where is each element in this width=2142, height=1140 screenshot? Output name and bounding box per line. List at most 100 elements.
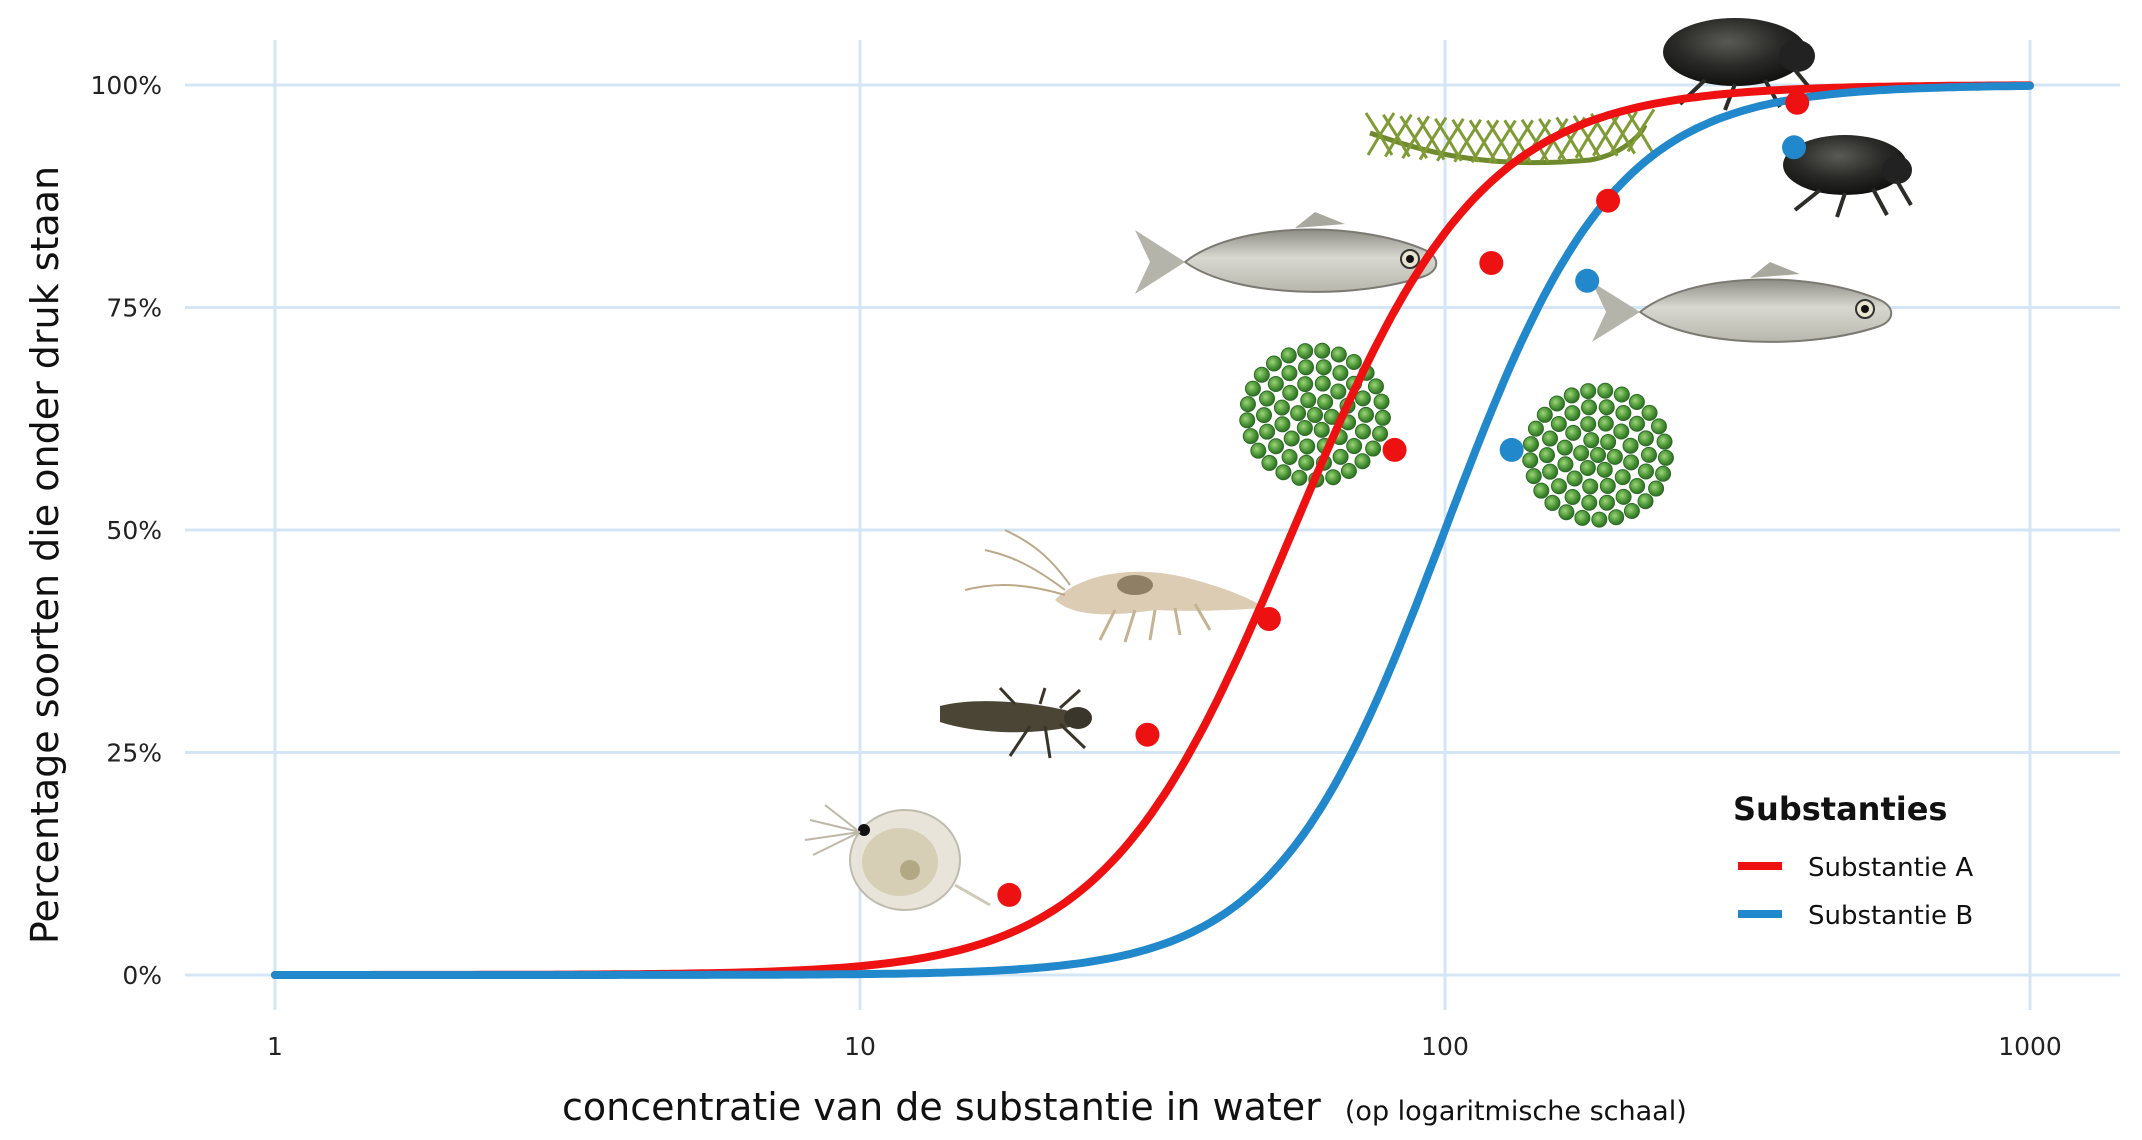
- series-line-b: [271, 81, 2034, 979]
- y-tick-label: 100%: [91, 71, 162, 100]
- alga-cell: [1581, 494, 1598, 511]
- alga-cell: [1357, 406, 1374, 423]
- alga-cell: [1340, 462, 1357, 479]
- leaf: [1434, 118, 1465, 162]
- alga-cell: [1314, 375, 1331, 392]
- leaf: [1468, 119, 1500, 164]
- alga-cell: [1580, 383, 1597, 400]
- alga-cell: [1527, 420, 1544, 437]
- alga-cell: [1556, 439, 1573, 456]
- alga-cell: [1261, 454, 1278, 471]
- data-point-a: [1256, 607, 1281, 631]
- alga-cell: [1297, 376, 1314, 393]
- alga-cell: [1591, 511, 1608, 528]
- alga-cell: [1365, 440, 1382, 457]
- x-axis-title-note: (op logaritmische schaal): [1345, 1096, 1687, 1127]
- alga-cell: [1655, 465, 1672, 482]
- alga-cell: [1314, 342, 1331, 359]
- alga-cell: [1590, 447, 1606, 463]
- alga-cell: [1597, 415, 1614, 432]
- alga-cell: [1373, 393, 1390, 410]
- legend-label-b: Substantie B: [1808, 901, 1973, 931]
- alga-cell: [1550, 415, 1567, 432]
- alga-cell: [1573, 445, 1590, 462]
- alga-cell: [1628, 415, 1645, 432]
- x-tick-label: 10: [844, 1032, 876, 1061]
- water-flea-image: [804, 804, 991, 911]
- alga-cell: [1307, 407, 1323, 423]
- organism-illustrations: [804, 18, 1913, 911]
- data-point-a: [1135, 722, 1160, 747]
- alga-cell: [1606, 448, 1623, 465]
- leaf: [1607, 110, 1638, 155]
- alga-cell: [1544, 494, 1561, 511]
- alga-cell: [1615, 404, 1632, 421]
- alga-cell: [1600, 434, 1617, 451]
- leaf: [1520, 118, 1552, 163]
- alga-cell: [1548, 395, 1565, 412]
- alga-cell: [1283, 430, 1300, 447]
- alga-cell: [1599, 477, 1616, 494]
- alga-cell: [1583, 432, 1600, 449]
- alga-cell: [1354, 453, 1371, 470]
- shrimp-image: [964, 529, 1265, 643]
- grid: [185, 40, 2120, 1010]
- x-tick-label: 100: [1421, 1032, 1469, 1061]
- alga-cell: [1533, 482, 1550, 499]
- alga-cell: [1623, 502, 1640, 519]
- alga-cell: [1580, 416, 1597, 433]
- alga-cell: [1298, 359, 1315, 376]
- alga-cell: [1313, 421, 1330, 438]
- alga-cell: [1250, 442, 1267, 459]
- alga-cell: [1615, 488, 1632, 505]
- alga-cell: [1648, 480, 1665, 497]
- alga-cell: [1367, 378, 1384, 395]
- alga-cell: [1542, 430, 1559, 447]
- leaf: [1382, 113, 1413, 158]
- leaf: [1503, 119, 1534, 164]
- x-tick-label: 1000: [1998, 1032, 2062, 1061]
- axes: 1 10 100 1000 0% 25% 50% 75% 100%: [91, 71, 2062, 1061]
- alga-cell: [1522, 436, 1539, 453]
- alga-cell: [1641, 404, 1658, 421]
- alga-cell: [1345, 354, 1362, 371]
- alga-cell: [1657, 449, 1674, 466]
- leaf: [1624, 108, 1656, 153]
- alga-cell: [1539, 447, 1556, 464]
- alga-cell: [1579, 459, 1596, 476]
- alga-cell: [1565, 424, 1582, 441]
- x-axis-title-main: concentratie van de substantie in water: [562, 1085, 1321, 1129]
- alga-cell: [1536, 406, 1553, 423]
- alga-cell: [1330, 383, 1347, 400]
- alga-cell: [1597, 382, 1614, 399]
- fish-image: [1135, 212, 1438, 294]
- beetle-image: [1783, 135, 1913, 218]
- alga-cell: [1522, 452, 1539, 469]
- alga-cell: [1239, 396, 1256, 413]
- leaf: [1416, 116, 1448, 161]
- alga-cell: [1637, 430, 1654, 447]
- y-tick-label: 0%: [122, 961, 162, 990]
- beetle-image: [1663, 18, 1815, 111]
- data-point-a: [997, 882, 1022, 907]
- alga-cell: [1256, 407, 1273, 424]
- alga-cell: [1325, 469, 1342, 486]
- alga-cell: [1267, 375, 1284, 392]
- alga-cell: [1372, 425, 1389, 442]
- alga-cell: [1622, 437, 1639, 454]
- alga-cell: [1551, 478, 1568, 495]
- legend-title: Substanties: [1733, 790, 1947, 828]
- alga-cell: [1613, 423, 1630, 440]
- data-point-a: [1596, 188, 1621, 213]
- data-points: [997, 90, 1810, 907]
- alga-cell: [1273, 399, 1290, 416]
- alga-cell: [1598, 399, 1615, 416]
- alga-cell: [1274, 416, 1291, 433]
- alga-cell: [1317, 394, 1334, 411]
- leaf: [1364, 112, 1396, 156]
- algae-colony-image: [1522, 382, 1674, 528]
- alga-cell: [1297, 343, 1314, 360]
- alga-cell: [1598, 494, 1615, 511]
- alga-cell: [1542, 463, 1559, 480]
